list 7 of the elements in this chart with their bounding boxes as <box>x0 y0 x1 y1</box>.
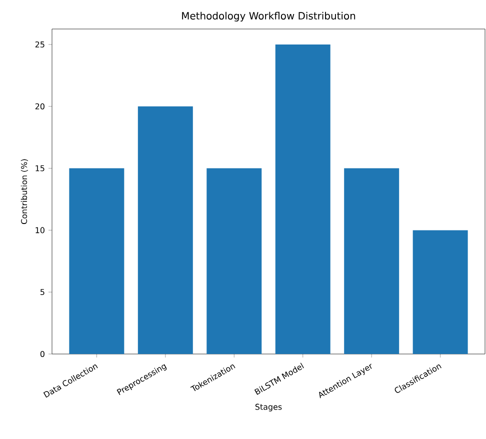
chart-title: Methodology Workflow Distribution <box>182 12 356 22</box>
bar <box>275 44 330 354</box>
bar <box>412 230 468 354</box>
bar <box>206 168 262 354</box>
bar <box>344 168 400 354</box>
bar <box>138 106 193 354</box>
bar <box>69 168 124 354</box>
